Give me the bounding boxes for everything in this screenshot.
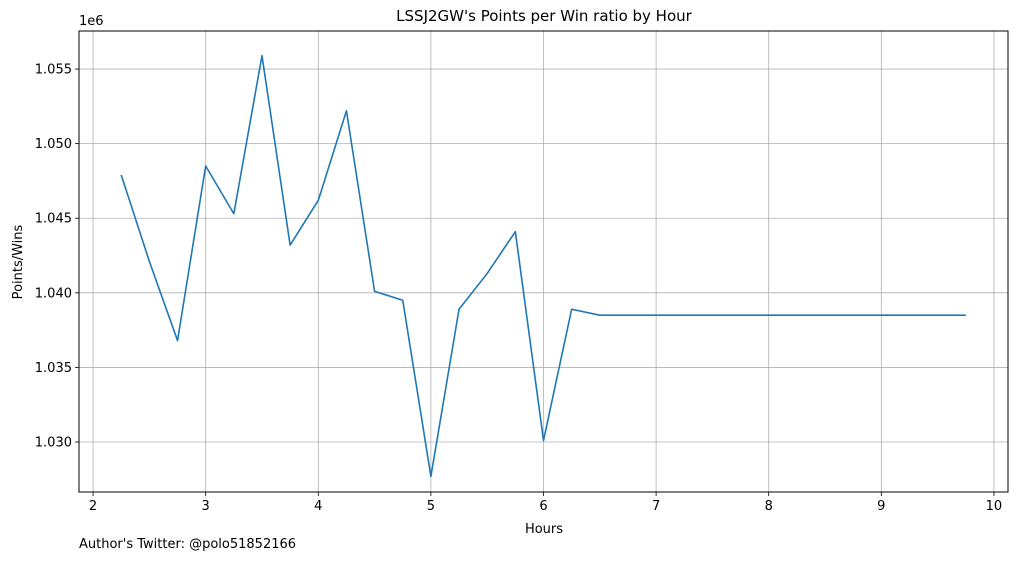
y-axis-offset-label: 1e6 (79, 14, 104, 29)
chart-title: LSSJ2GW's Points per Win ratio by Hour (396, 7, 692, 25)
series-line (120, 54, 966, 478)
x-tick-label: 2 (89, 499, 97, 514)
x-axis-ticks: 2 3 4 5 6 7 8 9 10 (89, 492, 1002, 514)
y-tick-label: 1.030 (35, 436, 72, 451)
x-tick-label: 3 (202, 499, 210, 514)
x-tick-label: 4 (314, 499, 322, 514)
y-tick-label: 1.035 (35, 361, 72, 376)
grid-lines (79, 31, 1008, 492)
x-tick-label: 6 (539, 499, 547, 514)
y-tick-label: 1.055 (35, 63, 72, 78)
x-tick-label: 7 (652, 499, 660, 514)
y-tick-label: 1.050 (35, 137, 72, 152)
x-tick-label: 5 (427, 499, 435, 514)
y-tick-label: 1.045 (35, 212, 72, 227)
y-tick-label: 1.040 (35, 286, 72, 301)
x-tick-label: 8 (765, 499, 773, 514)
series-layer (120, 54, 966, 478)
x-tick-label: 9 (877, 499, 885, 514)
x-axis-label: Hours (525, 522, 563, 537)
x-tick-label: 10 (986, 499, 1003, 514)
y-axis-label: Points/Wins (11, 224, 26, 299)
y-axis-ticks: 1.030 1.035 1.040 1.045 1.050 1.055 (35, 63, 79, 451)
author-credit: Author's Twitter: @polo51852166 (79, 537, 297, 552)
